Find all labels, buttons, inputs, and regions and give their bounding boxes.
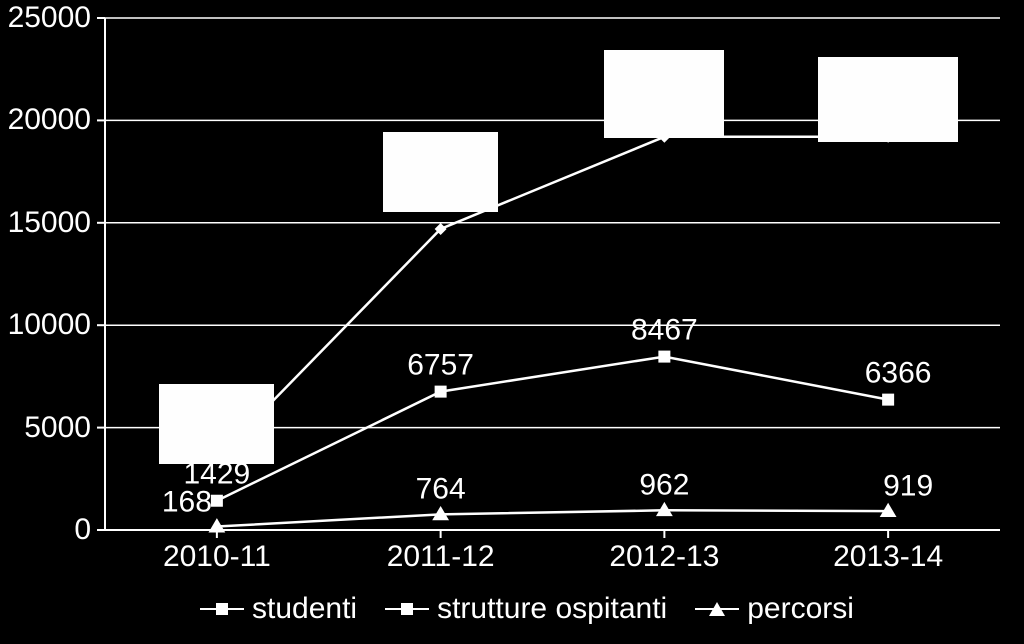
y-tick-label: 5000 (24, 411, 91, 445)
data-value-label: 764 (416, 473, 466, 507)
legend-label: strutture ospitanti (437, 592, 667, 626)
legend-marker-line (385, 608, 429, 610)
data-value-label: 6366 (865, 356, 932, 390)
annotation-box (159, 384, 274, 464)
x-tick-label: 2012-13 (609, 540, 719, 574)
data-value-label: 962 (639, 469, 689, 503)
legend: studenti strutture ospitanti percorsi (200, 592, 854, 626)
data-value-label: 6757 (407, 348, 474, 382)
legend-marker-line (695, 608, 739, 610)
annotation-box (604, 50, 724, 138)
triangle-marker-icon (709, 602, 725, 616)
data-value-label: 919 (883, 470, 933, 504)
annotation-box (818, 57, 958, 142)
x-tick-label: 2013-14 (833, 540, 943, 574)
y-tick-label: 15000 (8, 206, 91, 240)
legend-marker-line (200, 608, 244, 610)
data-value-label: 168 (162, 485, 212, 519)
annotation-box (383, 132, 498, 212)
legend-item: studenti (200, 592, 357, 626)
y-tick-label: 25000 (8, 1, 91, 35)
legend-label: percorsi (747, 592, 854, 626)
legend-label: studenti (252, 592, 357, 626)
x-tick-label: 2010-11 (163, 540, 271, 574)
x-tick-label: 2011-12 (387, 540, 495, 574)
legend-item: percorsi (695, 592, 854, 626)
data-value-label: 8467 (631, 313, 698, 347)
y-tick-label: 0 (74, 513, 91, 547)
y-tick-label: 10000 (8, 308, 91, 342)
line-chart: 0 5000 10000 15000 20000 25000 2010-11 2011-12 2… (0, 0, 1024, 644)
square-marker-icon (401, 603, 413, 615)
y-tick-label: 20000 (8, 103, 91, 137)
legend-item: strutture ospitanti (385, 592, 667, 626)
diamond-marker-icon (216, 603, 228, 615)
